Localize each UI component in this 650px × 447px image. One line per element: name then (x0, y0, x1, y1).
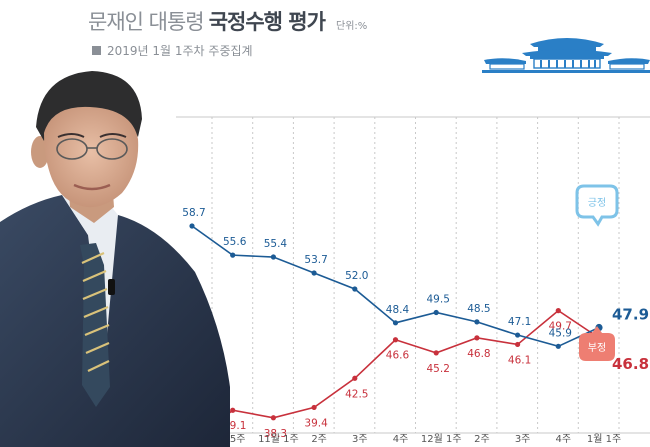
x-tick-label: 5주 (230, 434, 246, 445)
positive-legend-label: 긍정 (588, 197, 606, 209)
chart-title: 문재인 대통령 국정수행 평가 단위:% (88, 6, 367, 36)
positive-data-label: 53.7 (304, 254, 327, 266)
unit-label: 단위:% (336, 21, 368, 32)
title-light: 문재인 대통령 (88, 10, 205, 34)
negative-point (270, 415, 276, 421)
negative-data-label: 49.7 (549, 321, 572, 333)
positive-point (474, 319, 480, 325)
x-tick-label: 4주 (393, 434, 409, 445)
positive-data-label: 48.5 (467, 303, 490, 315)
positive-point (555, 343, 561, 349)
bullet-square-icon (92, 46, 101, 55)
positive-data-label: 55.4 (264, 238, 288, 250)
x-tick-label: 2주 (474, 434, 490, 445)
negative-point (392, 337, 399, 343)
x-tick-label: 12월 1주 (421, 433, 462, 445)
negative-point (230, 407, 236, 413)
positive-point (433, 309, 439, 316)
negative-point (515, 341, 521, 348)
negative-point (352, 375, 358, 381)
positive-point (392, 320, 399, 326)
subtitle-text: 2019년 1월 1주차 주중집계 (107, 44, 253, 58)
negative-point (555, 308, 561, 314)
negative-data-label: 46.1 (508, 354, 531, 366)
positive-point (270, 254, 276, 260)
positive-legend-bubble (575, 184, 619, 227)
president-portrait (0, 71, 230, 447)
positive-data-label: 45.9 (549, 327, 572, 339)
positive-data-label: 47.1 (508, 316, 531, 328)
negative-data-label: 46.8 (612, 355, 649, 373)
negative-data-label: 46.8 (467, 348, 490, 360)
positive-point (515, 332, 521, 338)
positive-data-label: 48.4 (386, 304, 410, 316)
negative-point (311, 404, 317, 411)
x-tick-label: 2주 (311, 434, 327, 445)
blue-house-icon (482, 38, 650, 73)
positive-data-label: 52.0 (345, 270, 368, 282)
positive-point (189, 223, 195, 229)
x-tick-label: 3주 (352, 434, 368, 445)
positive-data-label: 49.5 (427, 293, 450, 305)
x-tick-label: 4주 (556, 434, 572, 445)
positive-point (352, 286, 358, 292)
negative-legend-label: 부정 (588, 342, 606, 354)
positive-point (230, 252, 236, 258)
positive-point (311, 270, 317, 276)
negative-point (433, 350, 439, 356)
negative-data-label: 42.5 (345, 388, 368, 400)
x-tick-label: 11월 1주 (258, 433, 299, 445)
x-tick-label: 1월 1주 (587, 433, 621, 445)
negative-data-label: 39.4 (304, 417, 328, 429)
negative-data-label: 46.6 (386, 350, 410, 362)
negative-data-label: 38.3 (264, 428, 287, 440)
negative-legend-bubble (579, 326, 615, 361)
positive-data-label: 58.7 (182, 207, 205, 219)
chart-subtitle: 2019년 1월 1주차 주중집계 (92, 42, 253, 59)
x-tick-label: 3주 (515, 434, 531, 445)
title-bold: 국정수행 평가 (208, 10, 326, 34)
negative-point (474, 335, 480, 341)
negative-data-label: 45.2 (427, 363, 450, 375)
positive-data-label: 55.6 (223, 236, 247, 248)
positive-data-label: 47.9 (612, 306, 649, 324)
